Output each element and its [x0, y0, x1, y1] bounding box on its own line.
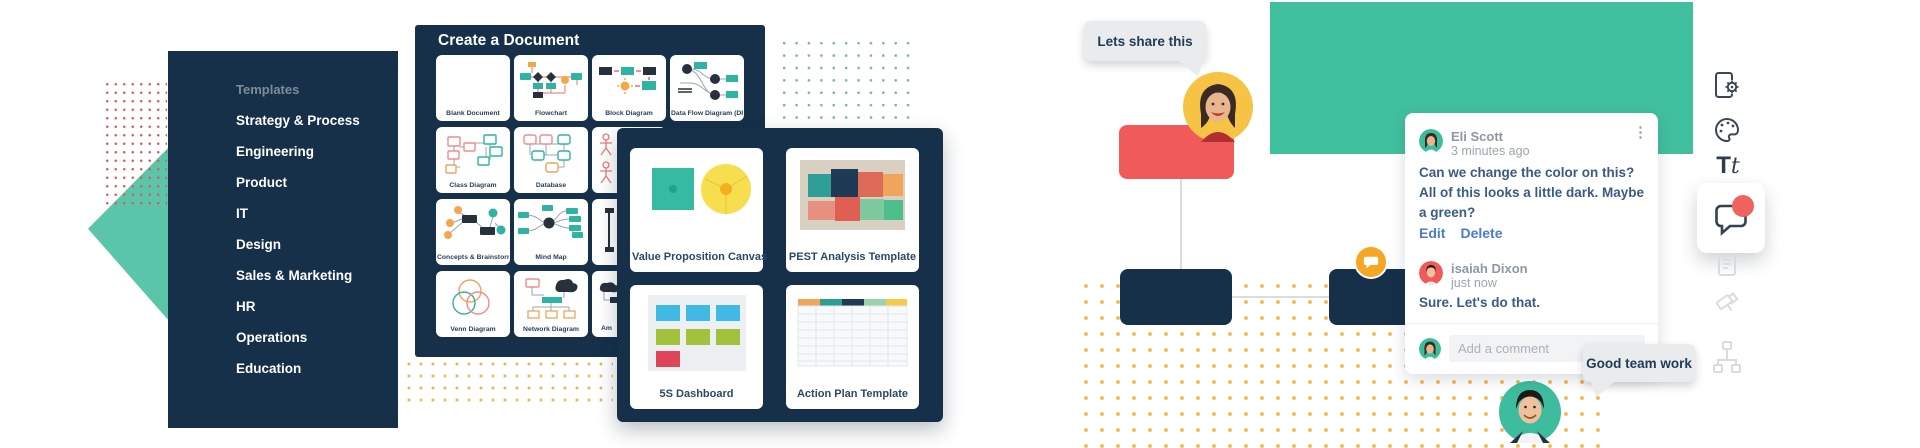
- teal-dot-pattern: [778, 37, 916, 129]
- comment2-body: Sure. Let's do that.: [1419, 295, 1540, 310]
- cloud-thumbnail: [599, 282, 619, 303]
- template-card-data-flow-diagram[interactable]: Data Flow Diagram (DFD): [670, 55, 744, 121]
- comment1-actions: Edit Delete: [1419, 225, 1502, 241]
- comment1-body: Can we change the color on this? All of …: [1419, 165, 1645, 220]
- template-card-blank-document[interactable]: Blank Document: [436, 55, 510, 121]
- sidebar-item-product[interactable]: Product: [236, 175, 288, 190]
- template-card-flowchart[interactable]: Flowchart: [514, 55, 588, 121]
- current-user-avatar: [1419, 337, 1441, 360]
- pest-analysis-thumbnail: [800, 160, 905, 230]
- sidebar-item-engineering[interactable]: Engineering: [236, 144, 315, 159]
- template-card-database[interactable]: Database: [514, 127, 588, 193]
- featured-card-pest-analysis[interactable]: PEST Analysis Template: [786, 148, 919, 272]
- speech-bubble-top: Lets share this: [1084, 21, 1206, 61]
- template-card-mind-map[interactable]: Mind Map: [514, 199, 588, 265]
- comment1-header: Eli Scott 3 minutes ago: [1419, 129, 1530, 159]
- action-plan-thumbnail: [797, 299, 908, 367]
- typography-icon[interactable]: Tt: [1709, 152, 1747, 182]
- sidebar-item-sales-marketing[interactable]: Sales & Marketing: [236, 268, 353, 283]
- canvas-shape-navy-left[interactable]: [1120, 269, 1232, 325]
- flowchart-thumbnail: [520, 62, 582, 98]
- red-dot-pattern: [103, 80, 167, 206]
- sidebar-item-education[interactable]: Education: [236, 361, 302, 376]
- sidebar-item-it[interactable]: IT: [236, 206, 248, 221]
- venn-thumbnail: [452, 279, 490, 315]
- comment2-avatar: [1419, 261, 1443, 285]
- comment1-avatar: [1419, 129, 1443, 153]
- clipped-template-label: Am: [601, 325, 612, 332]
- avatar-man: [1499, 381, 1561, 443]
- comment-thread-card: ⋮ Eli Scott 3 minutes ago Can we change …: [1405, 113, 1658, 374]
- value-proposition-thumbnail: [652, 164, 751, 214]
- dfd-thumbnail: [678, 62, 738, 100]
- featured-templates-panel: Value Proposition Canvas PEST Analysis T…: [617, 128, 943, 422]
- typography-glyph-t: t: [1730, 154, 1740, 179]
- sidebar-header: Templates: [236, 82, 300, 97]
- notes-icon[interactable]: [1714, 252, 1740, 283]
- template-card-block-diagram[interactable]: Block Diagram: [592, 55, 666, 121]
- connector-horizontal: [1232, 296, 1329, 298]
- templates-sidebar: Templates Strategy & Process Engineering…: [168, 51, 398, 428]
- speech-bubble-top-text: Lets share this: [1097, 33, 1193, 49]
- class-diagram-thumbnail: [445, 134, 503, 174]
- network-thumbnail: [525, 278, 578, 319]
- featured-card-value-proposition[interactable]: Value Proposition Canvas: [630, 148, 767, 272]
- notification-dot: [1732, 195, 1754, 217]
- featured-card-5s-dashboard[interactable]: 5S Dashboard: [630, 285, 763, 409]
- bracket-thumbnail: [605, 208, 614, 252]
- featured-card-action-plan[interactable]: Action Plan Template: [786, 285, 919, 409]
- comment2-time: just now: [1451, 276, 1497, 290]
- comment1-author: Eli Scott: [1451, 129, 1504, 144]
- template-card-network-diagram[interactable]: Network Diagram: [514, 271, 588, 337]
- edit-link[interactable]: Edit: [1419, 225, 1446, 241]
- sidebar-item-operations[interactable]: Operations: [236, 330, 308, 345]
- 5s-dashboard-thumbnail: [648, 295, 746, 371]
- sidebar-item-design[interactable]: Design: [236, 237, 282, 252]
- comment-marker-badge[interactable]: [1354, 245, 1388, 279]
- typography-glyph-T: T: [1716, 152, 1731, 179]
- document-settings-icon[interactable]: [1712, 70, 1742, 105]
- delete-link[interactable]: Delete: [1460, 225, 1503, 241]
- comment-divider: [1405, 323, 1658, 324]
- brainstorming-thumbnail: [444, 206, 506, 239]
- database-thumbnail: [523, 134, 571, 173]
- template-card-venn-diagram[interactable]: Venn Diagram: [436, 271, 510, 337]
- format-painter-icon[interactable]: [1713, 288, 1743, 325]
- speech-bubble-bottom-tail: [1590, 379, 1618, 397]
- chat-bubble-icon: [1363, 256, 1379, 269]
- template-card-class-diagram[interactable]: Class Diagram: [436, 127, 510, 193]
- template-card-concepts-brainstorming[interactable]: Concepts & Brainstorming: [436, 199, 510, 265]
- comment-menu-kebab[interactable]: ⋮: [1633, 124, 1648, 141]
- comment1-time: 3 minutes ago: [1451, 144, 1530, 158]
- sidebar-item-strategy-process[interactable]: Strategy & Process: [236, 113, 360, 128]
- comments-tool-button[interactable]: [1697, 183, 1765, 253]
- block-diagram-thumbnail: [599, 67, 656, 94]
- connector-vertical: [1180, 179, 1182, 269]
- comment2-header: isaiah Dixon just now: [1419, 261, 1528, 291]
- sidebar-item-hr[interactable]: HR: [236, 299, 256, 314]
- palette-icon[interactable]: [1713, 116, 1741, 149]
- actor-figures-thumbnail: [600, 133, 612, 184]
- yellow-dot-pattern-left: [403, 358, 613, 408]
- avatar-woman: [1183, 72, 1253, 142]
- comment2-author: isaiah Dixon: [1451, 261, 1528, 276]
- speech-bubble-bottom-text: Good team work: [1586, 355, 1692, 371]
- speech-bubble-bottom: Good team work: [1583, 344, 1695, 382]
- sitemap-icon[interactable]: [1712, 340, 1742, 379]
- create-document-title: Create a Document: [438, 32, 580, 49]
- speech-bubble-top-tail: [1174, 58, 1204, 76]
- mind-map-thumbnail: [518, 205, 583, 238]
